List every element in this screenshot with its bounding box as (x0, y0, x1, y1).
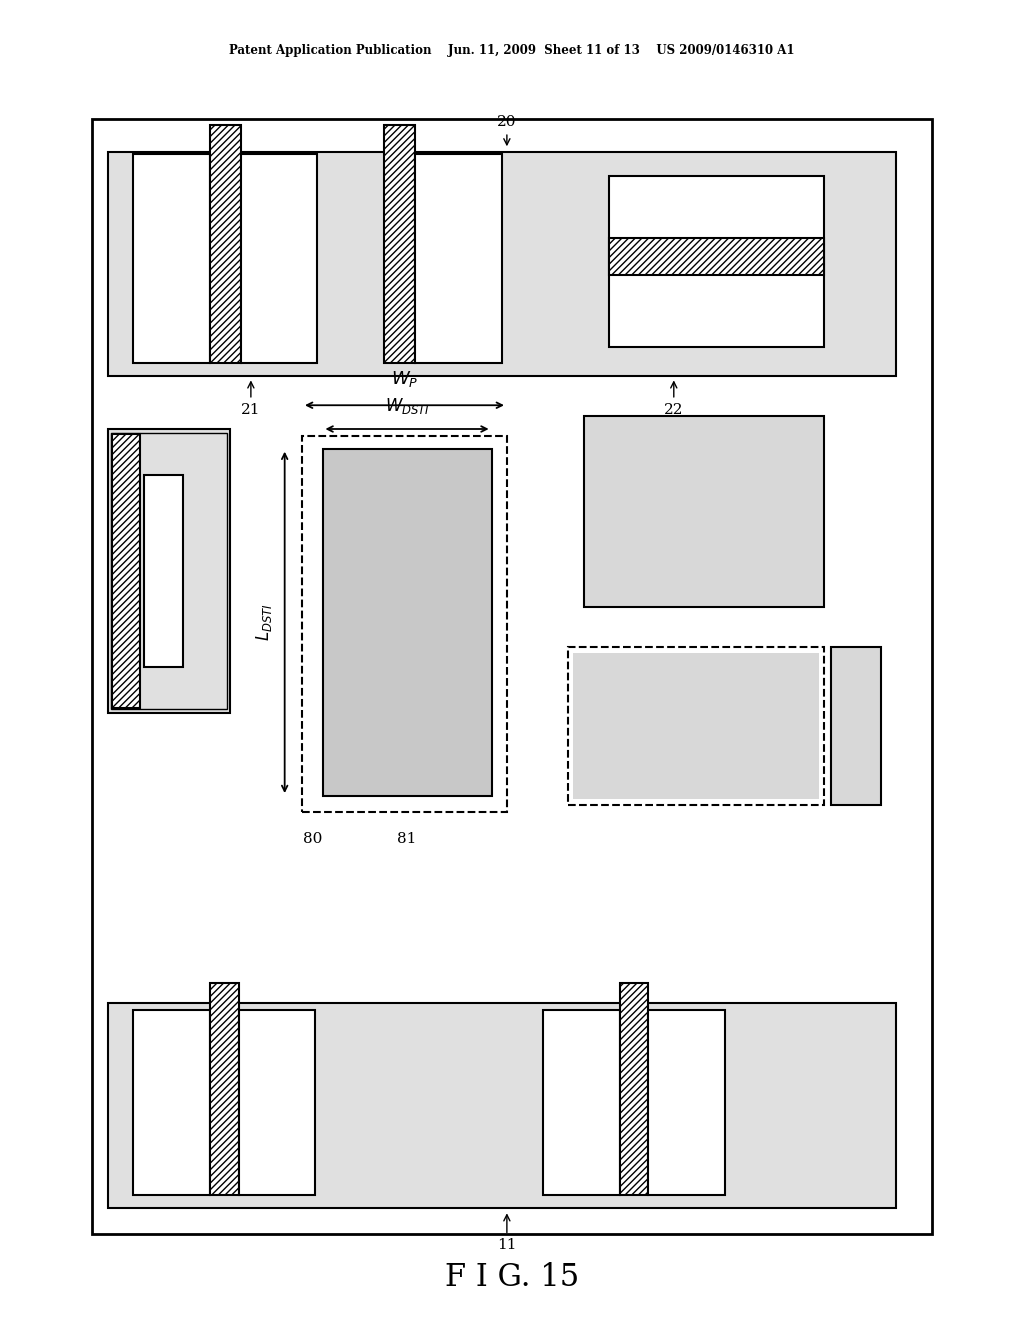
Bar (302, 436, 507, 812)
Text: $W_P$: $W_P$ (391, 370, 418, 389)
Bar (108, 152, 896, 376)
Bar (108, 429, 230, 713)
Bar (609, 176, 824, 347)
Bar (584, 416, 824, 607)
Bar (111, 433, 227, 709)
Bar (573, 653, 819, 799)
Bar (648, 1010, 725, 1195)
Bar (609, 238, 824, 275)
Bar (384, 125, 415, 363)
Bar (144, 475, 183, 667)
Bar (210, 125, 241, 363)
Text: 81: 81 (397, 832, 417, 846)
Bar (133, 1010, 210, 1195)
Bar (239, 1010, 315, 1195)
Text: 11: 11 (497, 1214, 517, 1253)
Bar (108, 1003, 896, 1208)
Bar (415, 154, 502, 363)
Bar (584, 416, 824, 607)
Bar (108, 1003, 896, 1208)
Text: 22: 22 (664, 381, 684, 417)
Bar (831, 647, 881, 805)
Text: 21: 21 (241, 381, 261, 417)
Text: 20: 20 (497, 115, 517, 145)
Bar (620, 983, 648, 1195)
Bar (241, 154, 317, 363)
Text: $W_{DSTI}$: $W_{DSTI}$ (385, 396, 429, 416)
Bar (92, 119, 932, 1234)
Text: Patent Application Publication    Jun. 11, 2009  Sheet 11 of 13    US 2009/01463: Patent Application Publication Jun. 11, … (229, 44, 795, 57)
Bar (568, 647, 824, 805)
Text: $L_{DSTI}$: $L_{DSTI}$ (254, 603, 274, 642)
Bar (112, 434, 140, 708)
Bar (133, 154, 210, 363)
Text: 80: 80 (303, 832, 322, 846)
Bar (323, 449, 492, 796)
Bar (210, 983, 239, 1195)
Bar (573, 653, 819, 799)
Text: F I G. 15: F I G. 15 (444, 1262, 580, 1294)
Bar (108, 429, 230, 713)
Bar (323, 449, 492, 796)
Bar (108, 152, 896, 376)
Bar (831, 647, 881, 805)
Bar (543, 1010, 620, 1195)
